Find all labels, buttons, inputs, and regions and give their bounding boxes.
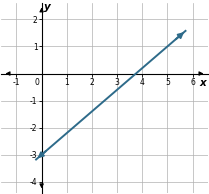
Text: x: x <box>199 78 206 88</box>
Text: y: y <box>44 2 51 12</box>
Text: 0: 0 <box>35 78 40 87</box>
